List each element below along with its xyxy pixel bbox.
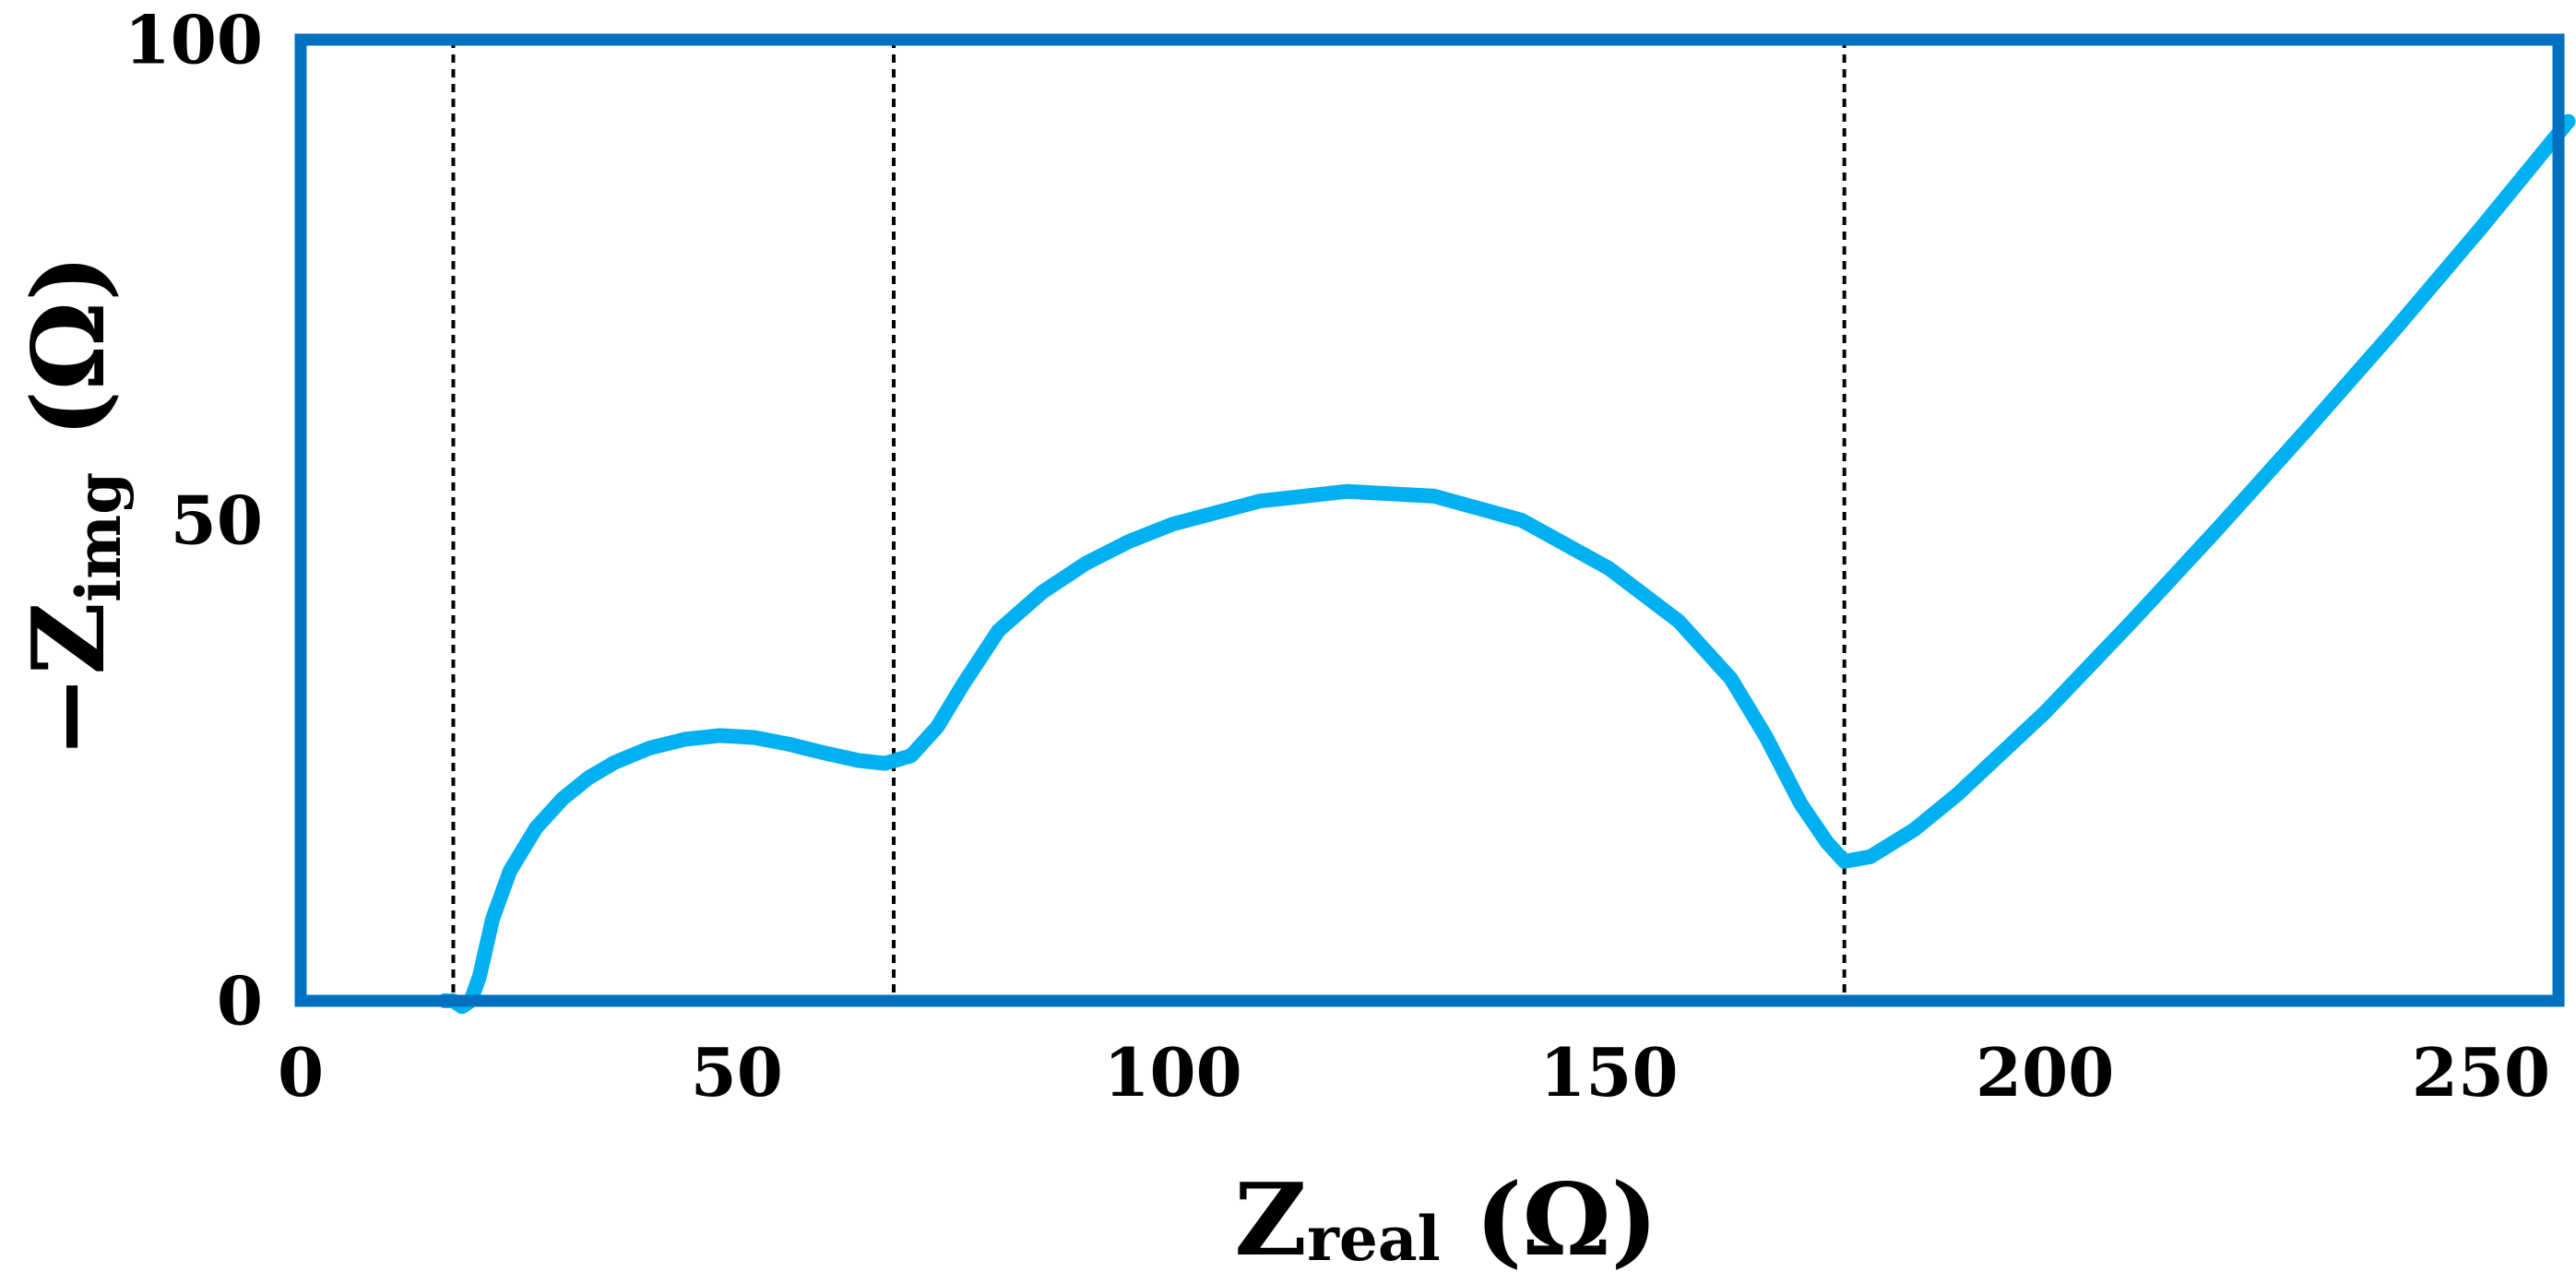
x-tick-label: 200: [1976, 1033, 2114, 1112]
y-axis-title-sub: img: [63, 472, 135, 602]
y-tick-label: 100: [125, 1, 263, 79]
x-axis-title: Zreal (Ω): [1234, 1162, 1657, 1278]
plot-frame: [294, 33, 2565, 1007]
y-tick-label: 0: [217, 962, 263, 1040]
x-tick-label: 150: [1539, 1033, 1678, 1112]
series-line-impedance: [437, 113, 2576, 1015]
y-tick-label: 50: [171, 482, 263, 560]
x-axis-title-sub: real: [1307, 1203, 1441, 1275]
x-tick-label: 50: [691, 1033, 783, 1112]
vertical-guide-lines: [451, 40, 1846, 1001]
x-tick-label: 0: [278, 1033, 324, 1112]
x-axis-title-unit: (Ω): [1441, 1162, 1658, 1278]
x-tick-label: 250: [2412, 1033, 2550, 1112]
y-axis-title-main: −Z: [11, 602, 127, 758]
y-tick-labels: 0 50 100: [125, 1, 263, 1040]
y-axis-title-unit: (Ω): [11, 255, 127, 472]
x-tick-label: 100: [1103, 1033, 1241, 1112]
y-axis-title: −Zimg (Ω): [11, 255, 135, 758]
x-axis-title-main: Z: [1234, 1162, 1307, 1278]
x-tick-labels: 0 50 100 150 200 250: [278, 1033, 2550, 1112]
